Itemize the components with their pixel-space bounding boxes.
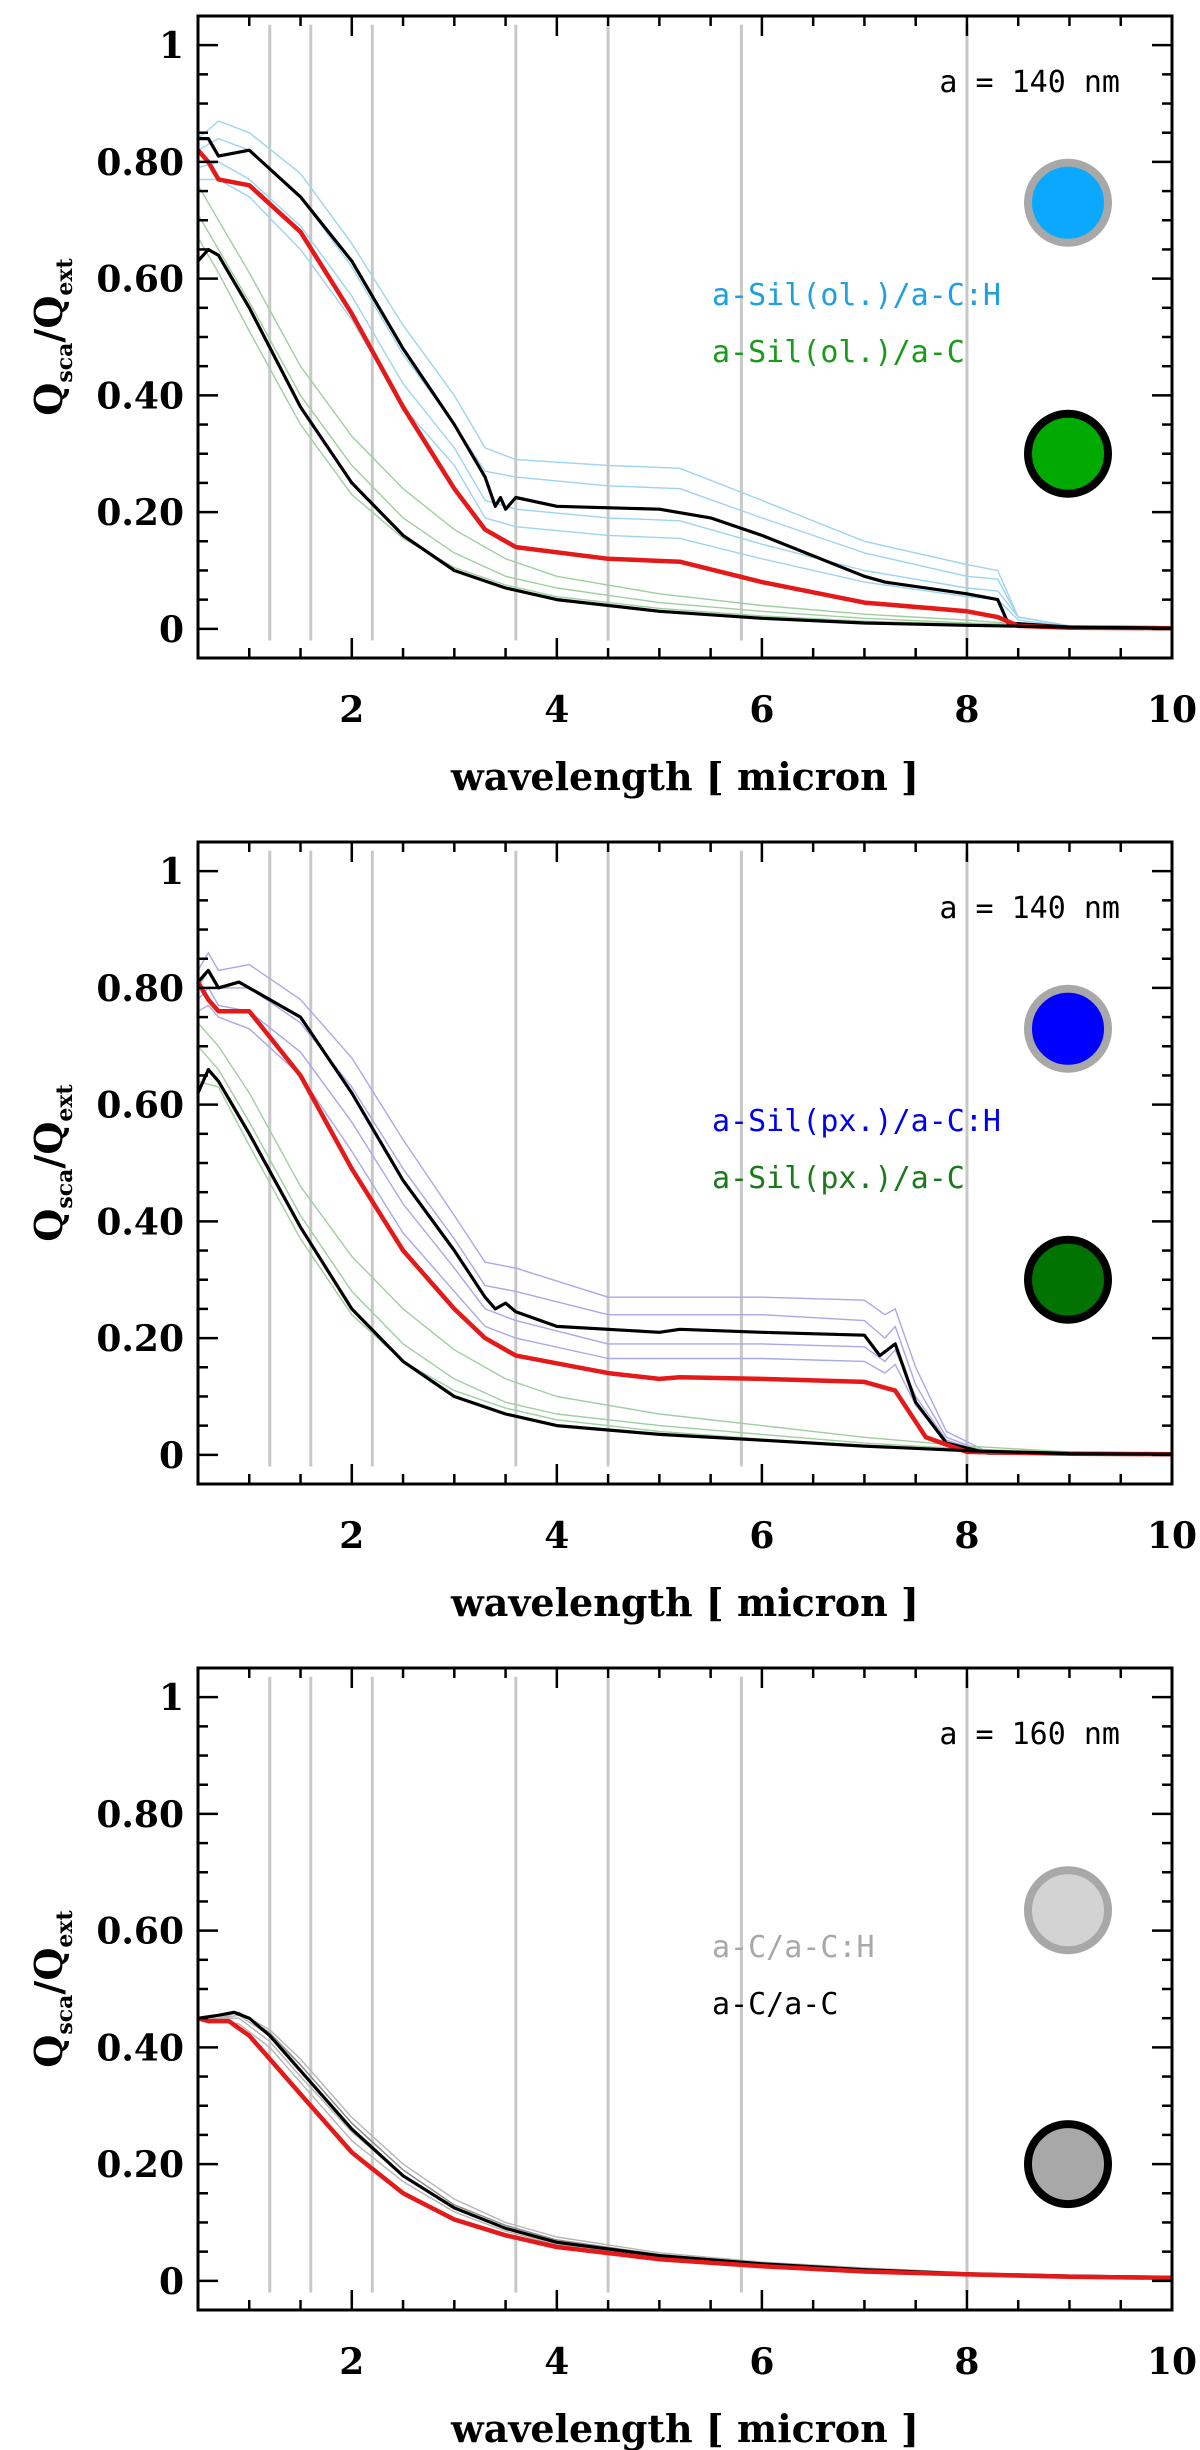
- x-tick-label: 2: [339, 689, 364, 731]
- x-tick-label: 2: [339, 2341, 364, 2383]
- series-line-thin: [197, 1004, 1173, 1455]
- x-tick-label: 8: [954, 1515, 979, 1557]
- x-tick-label: 6: [749, 2341, 774, 2383]
- grain-size-annotation: a = 160 nm: [939, 1717, 1120, 1752]
- series-line-red: [196, 148, 1173, 631]
- series-line-thin: [197, 1022, 1173, 1455]
- grain-size-annotation: a = 140 nm: [939, 65, 1120, 100]
- x-axis-label: wavelength [ micron ]: [450, 1580, 919, 1625]
- y-axis-symbol: /Q: [26, 1122, 71, 1169]
- series-line-black: [196, 1068, 1173, 1456]
- y-axis-label: Qsca/Qext: [26, 1083, 78, 1241]
- x-tick-label: 10: [1147, 1515, 1197, 1557]
- series-line-thin: [197, 161, 1173, 628]
- y-tick-label: 0.80: [96, 142, 184, 184]
- y-tick-label: 0.40: [96, 1201, 184, 1243]
- y-tick-label: 0.40: [96, 375, 184, 417]
- material-circle-icon: [1024, 2120, 1112, 2209]
- legend-entry: a-C/a-C: [712, 1987, 838, 2022]
- y-axis-subscript: sca: [52, 1995, 78, 2035]
- material-circle-icon: [1024, 984, 1112, 1073]
- x-tick-label: 4: [544, 2341, 569, 2383]
- x-axis-label: wavelength [ micron ]: [450, 754, 919, 799]
- series-line-thin: [198, 178, 1173, 629]
- y-axis-subscript: sca: [52, 343, 78, 383]
- panel-top: 2 4 6 8 10 0 0.20 0.40 0.60 0.80 1 wavelength [ mic…: [26, 14, 1197, 799]
- y-axis-subscript: sca: [52, 1169, 78, 1209]
- y-axis-symbol: Q: [26, 383, 71, 416]
- x-tick-label: 10: [1147, 2341, 1197, 2383]
- y-tick-label: 0.40: [96, 2027, 184, 2069]
- grain-size-annotation: a = 140 nm: [939, 891, 1120, 926]
- y-axis-symbol: /Q: [26, 1948, 71, 1995]
- legend-entry: a-C/a-C:H: [712, 1930, 875, 1965]
- y-axis-label: Qsca/Qext: [26, 1909, 78, 2067]
- y-axis-subscript: ext: [52, 1083, 78, 1121]
- y-tick-label: 1: [159, 25, 184, 67]
- series-line-thin: [198, 2017, 1173, 2278]
- series-line-thin: [197, 214, 1173, 629]
- y-tick-label: 0.60: [96, 259, 184, 301]
- series-line-thin: [197, 952, 1173, 1455]
- series-line-red: [196, 980, 1173, 1457]
- panel-bottom: 2 4 6 8 10 0 0.20 0.40 0.60 0.80 1 wavelength [ mic…: [26, 1666, 1197, 2450]
- series-line-red: [197, 2016, 1173, 2281]
- legend-entry: a-Sil(ol.)/a-C: [712, 335, 965, 370]
- plot-frame: [196, 1666, 1174, 2312]
- x-tick-label: 8: [954, 689, 979, 731]
- y-axis-symbol: Q: [26, 2035, 71, 2068]
- series-line-black: [196, 247, 1173, 630]
- series-line-black: [196, 968, 1173, 1456]
- series-line-thin: [197, 2017, 1173, 2279]
- plot-frame: [196, 840, 1174, 1486]
- y-tick-label: 1: [159, 1677, 184, 1719]
- y-axis-subscript: ext: [52, 1909, 78, 1947]
- material-circle-icon: [1024, 158, 1112, 247]
- x-tick-label: 8: [954, 2341, 979, 2383]
- panel-middle: 2 4 6 8 10 0 0.20 0.40 0.60 0.80 1 wavelength [ mic…: [26, 840, 1197, 1625]
- y-tick-label: 1: [159, 851, 184, 893]
- x-tick-label: 6: [749, 1515, 774, 1557]
- x-tick-label: 6: [749, 689, 774, 731]
- material-circle-icon: [1024, 409, 1112, 498]
- x-axis-label: wavelength [ micron ]: [450, 2406, 919, 2450]
- material-circle-icon: [1024, 1866, 1112, 1955]
- series-line-thin: [197, 237, 1173, 629]
- y-tick-label: 0.60: [96, 1085, 184, 1127]
- material-circle-icon: [1024, 1235, 1112, 1324]
- x-tick-label: 4: [544, 1515, 569, 1557]
- series-line-thin: [197, 969, 1173, 1455]
- y-tick-label: 0.60: [96, 1911, 184, 1953]
- y-tick-label: 0.80: [96, 1794, 184, 1836]
- legend-entry: a-Sil(ol.)/a-C:H: [712, 278, 1001, 313]
- y-axis-symbol: /Q: [26, 296, 71, 343]
- y-tick-label: 0.80: [96, 968, 184, 1010]
- series-line-thin: [197, 120, 1173, 628]
- series-line-thin: [197, 1045, 1173, 1455]
- legend-entry: a-Sil(px.)/a-C: [712, 1161, 965, 1196]
- y-axis-subscript: ext: [52, 257, 78, 295]
- y-tick-label: 0: [159, 2261, 184, 2303]
- y-axis-symbol: Q: [26, 1209, 71, 1242]
- y-tick-label: 0: [159, 609, 184, 651]
- series-line-thin: [197, 987, 1173, 1455]
- legend-entry: a-Sil(px.)/a-C:H: [712, 1104, 1001, 1139]
- series-line-thin: [197, 184, 1173, 629]
- x-tick-label: 2: [339, 1515, 364, 1557]
- y-tick-label: 0.20: [96, 2144, 184, 2186]
- y-tick-label: 0: [159, 1435, 184, 1477]
- x-tick-label: 4: [544, 689, 569, 731]
- x-tick-label: 10: [1147, 689, 1197, 731]
- y-tick-label: 0.20: [96, 1318, 184, 1360]
- y-axis-label: Qsca/Qext: [26, 257, 78, 415]
- y-tick-label: 0.20: [96, 492, 184, 534]
- series-line-black: [198, 137, 1173, 630]
